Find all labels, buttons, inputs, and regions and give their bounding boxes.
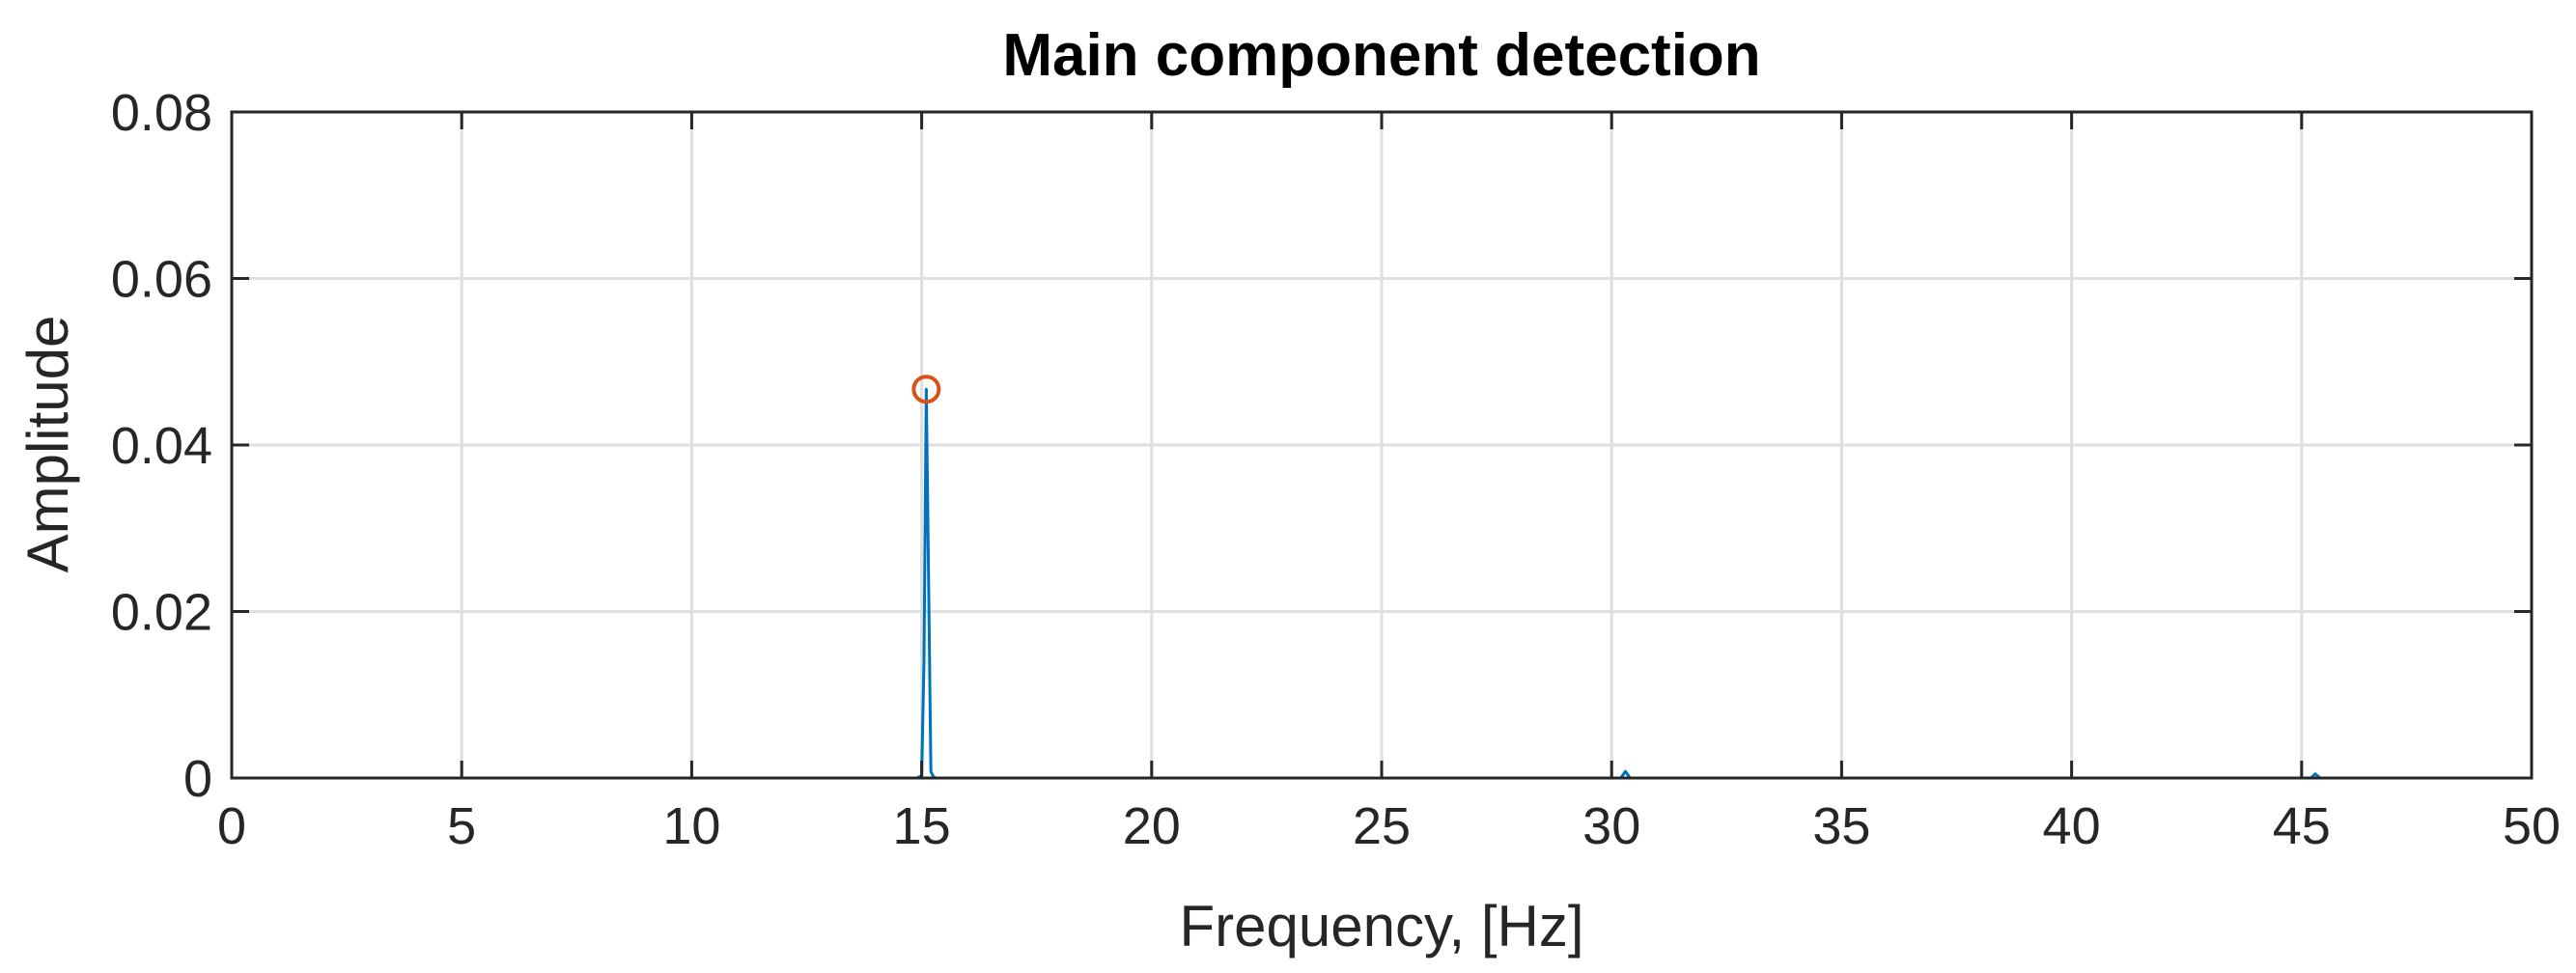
x-tick-label: 15 [893, 797, 951, 855]
y-tick-label: 0 [183, 750, 212, 808]
plot-area: 0 5 10 15 20 25 30 35 40 45 50 0 0.02 0.04 0.06 0.08 [111, 84, 2561, 855]
x-tick-label: 40 [2043, 797, 2101, 855]
x-tick-label: 25 [1353, 797, 1411, 855]
x-axis-label: Frequency, [Hz] [1179, 894, 1583, 959]
chart-title: Main component detection [1002, 22, 1760, 89]
peak-marker [911, 375, 941, 404]
y-axis-label: Amplitude [15, 316, 80, 573]
y-tick-label: 0.08 [111, 84, 212, 142]
x-tick-label: 5 [447, 797, 476, 855]
x-tick-label: 45 [2273, 797, 2331, 855]
y-tick-label: 0.06 [111, 251, 212, 309]
x-tick-label: 35 [1812, 797, 1870, 855]
y-tick-label: 0.04 [111, 417, 212, 475]
x-tick-label: 50 [2503, 797, 2561, 855]
x-tick-label: 0 [217, 797, 246, 855]
x-tick-label: 10 [662, 797, 720, 855]
y-tick-label: 0.02 [111, 584, 212, 642]
x-tick-label: 20 [1123, 797, 1181, 855]
x-tick-label: 30 [1582, 797, 1640, 855]
